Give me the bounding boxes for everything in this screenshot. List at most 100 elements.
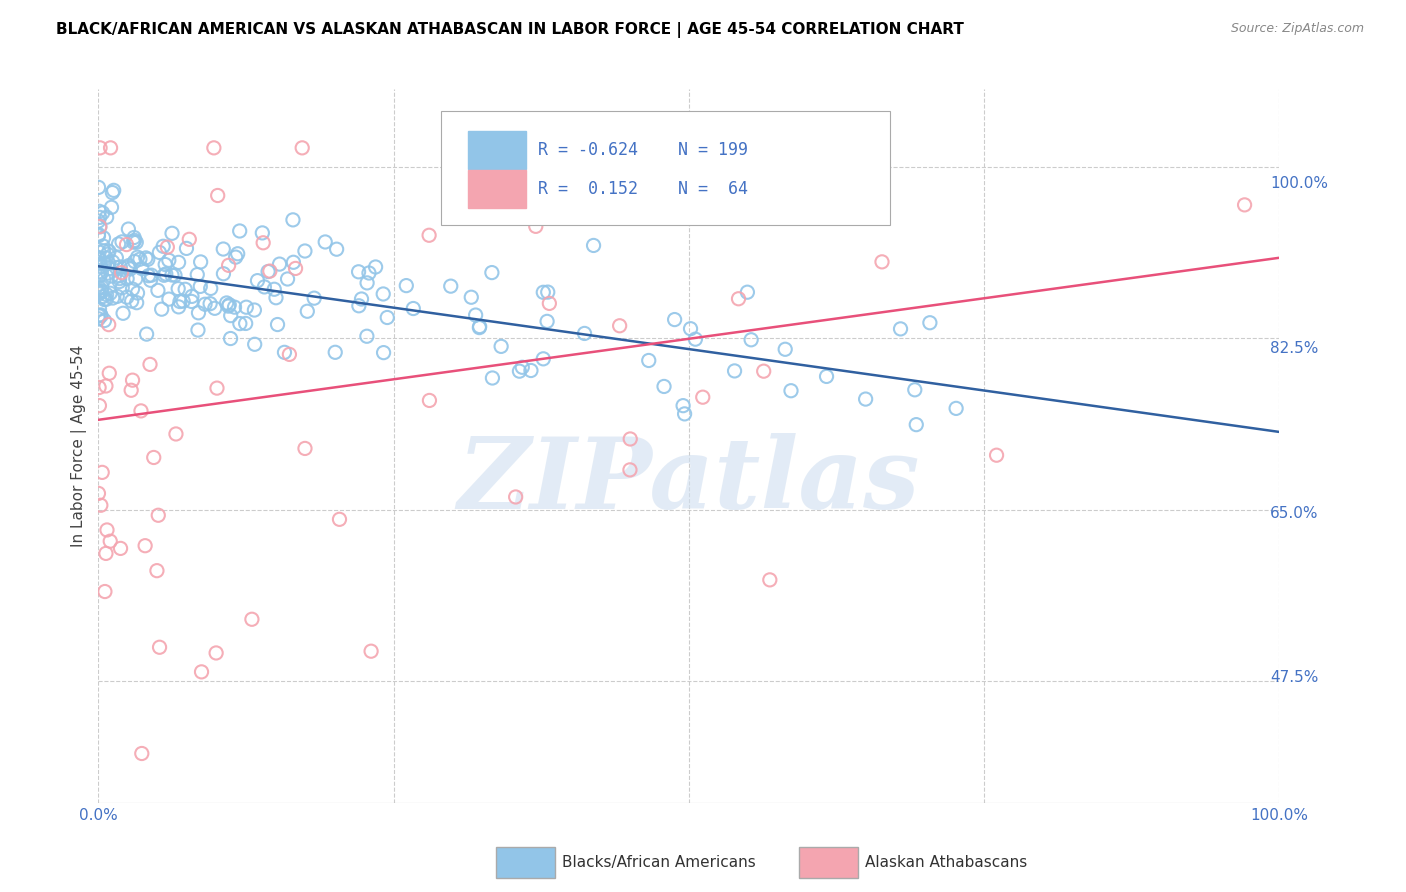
Point <box>177 280 200 294</box>
Point <box>550 492 572 507</box>
Point <box>236 432 259 446</box>
Point <box>932 325 955 339</box>
Point <box>267 306 290 320</box>
Point <box>228 252 250 266</box>
Point <box>332 268 354 283</box>
Point <box>181 300 204 314</box>
Point <box>763 295 786 310</box>
Point <box>339 283 361 297</box>
Point <box>181 262 204 277</box>
Y-axis label: In Labor Force | Age 45-54: In Labor Force | Age 45-54 <box>72 350 87 551</box>
Point <box>686 386 709 401</box>
Point <box>165 387 187 401</box>
Point <box>202 263 225 277</box>
Point <box>287 318 309 332</box>
Point <box>170 302 193 317</box>
Text: ZIPatlas: ZIPatlas <box>489 436 952 533</box>
Point <box>169 243 191 257</box>
Point <box>209 264 232 278</box>
Point <box>195 304 218 318</box>
Point <box>174 326 197 341</box>
Point <box>208 540 231 554</box>
Point <box>564 371 586 385</box>
Point <box>613 335 636 350</box>
Point <box>887 266 910 280</box>
Point <box>187 291 209 305</box>
Point <box>755 301 778 316</box>
Point <box>696 322 718 336</box>
Point <box>195 380 218 394</box>
Point <box>357 314 380 328</box>
Point <box>186 277 208 291</box>
Point <box>271 156 294 170</box>
Point <box>184 282 207 296</box>
Point <box>356 256 378 270</box>
Point <box>197 243 219 257</box>
Point <box>250 304 273 318</box>
Point <box>169 251 191 265</box>
FancyBboxPatch shape <box>517 185 571 222</box>
Point <box>344 267 367 281</box>
Point <box>269 292 291 306</box>
Point <box>167 500 190 515</box>
Point <box>165 295 187 310</box>
Point <box>290 310 312 324</box>
Point <box>308 312 330 326</box>
Point <box>292 259 315 273</box>
Point <box>173 259 195 273</box>
Point <box>336 353 359 368</box>
Point <box>575 295 598 310</box>
Text: Alaskan Athabascans: Alaskan Athabascans <box>865 855 1026 870</box>
Point <box>427 297 450 311</box>
Point <box>283 306 305 320</box>
Point <box>274 388 297 402</box>
Point <box>516 328 538 343</box>
Point <box>766 341 789 355</box>
Point <box>195 293 218 307</box>
Point <box>780 156 803 170</box>
Point <box>229 302 252 317</box>
Point <box>575 359 598 374</box>
Point <box>513 318 536 332</box>
Point <box>291 261 314 276</box>
Point <box>956 407 979 421</box>
Point <box>166 279 188 293</box>
Text: R =  0.152    N =  64: R = 0.152 N = 64 <box>581 194 792 212</box>
Point <box>416 640 439 655</box>
Point <box>256 278 278 293</box>
Point <box>364 301 387 315</box>
Point <box>169 219 191 233</box>
Point <box>191 282 214 296</box>
Point <box>194 390 217 404</box>
Point <box>166 311 188 326</box>
Point <box>218 564 240 578</box>
Point <box>212 284 235 298</box>
Point <box>167 277 190 291</box>
Point <box>330 326 353 341</box>
Point <box>263 307 285 321</box>
Point <box>166 404 188 418</box>
Point <box>285 308 308 322</box>
Point <box>301 326 323 340</box>
Point <box>184 271 207 285</box>
Point <box>221 637 243 651</box>
Point <box>408 301 430 316</box>
Point <box>346 272 368 286</box>
Point <box>193 269 215 284</box>
Point <box>179 197 201 211</box>
Point <box>284 309 307 323</box>
Point <box>191 271 214 285</box>
Point <box>723 396 745 410</box>
Point <box>259 290 281 304</box>
Point <box>224 311 246 326</box>
Point <box>527 277 550 291</box>
Point <box>904 331 927 345</box>
Point <box>415 277 437 291</box>
Point <box>215 454 238 468</box>
Point <box>295 326 318 340</box>
Point <box>326 293 349 307</box>
Point <box>200 247 222 261</box>
Point <box>280 253 302 268</box>
Point <box>271 310 294 325</box>
Point <box>295 236 318 251</box>
